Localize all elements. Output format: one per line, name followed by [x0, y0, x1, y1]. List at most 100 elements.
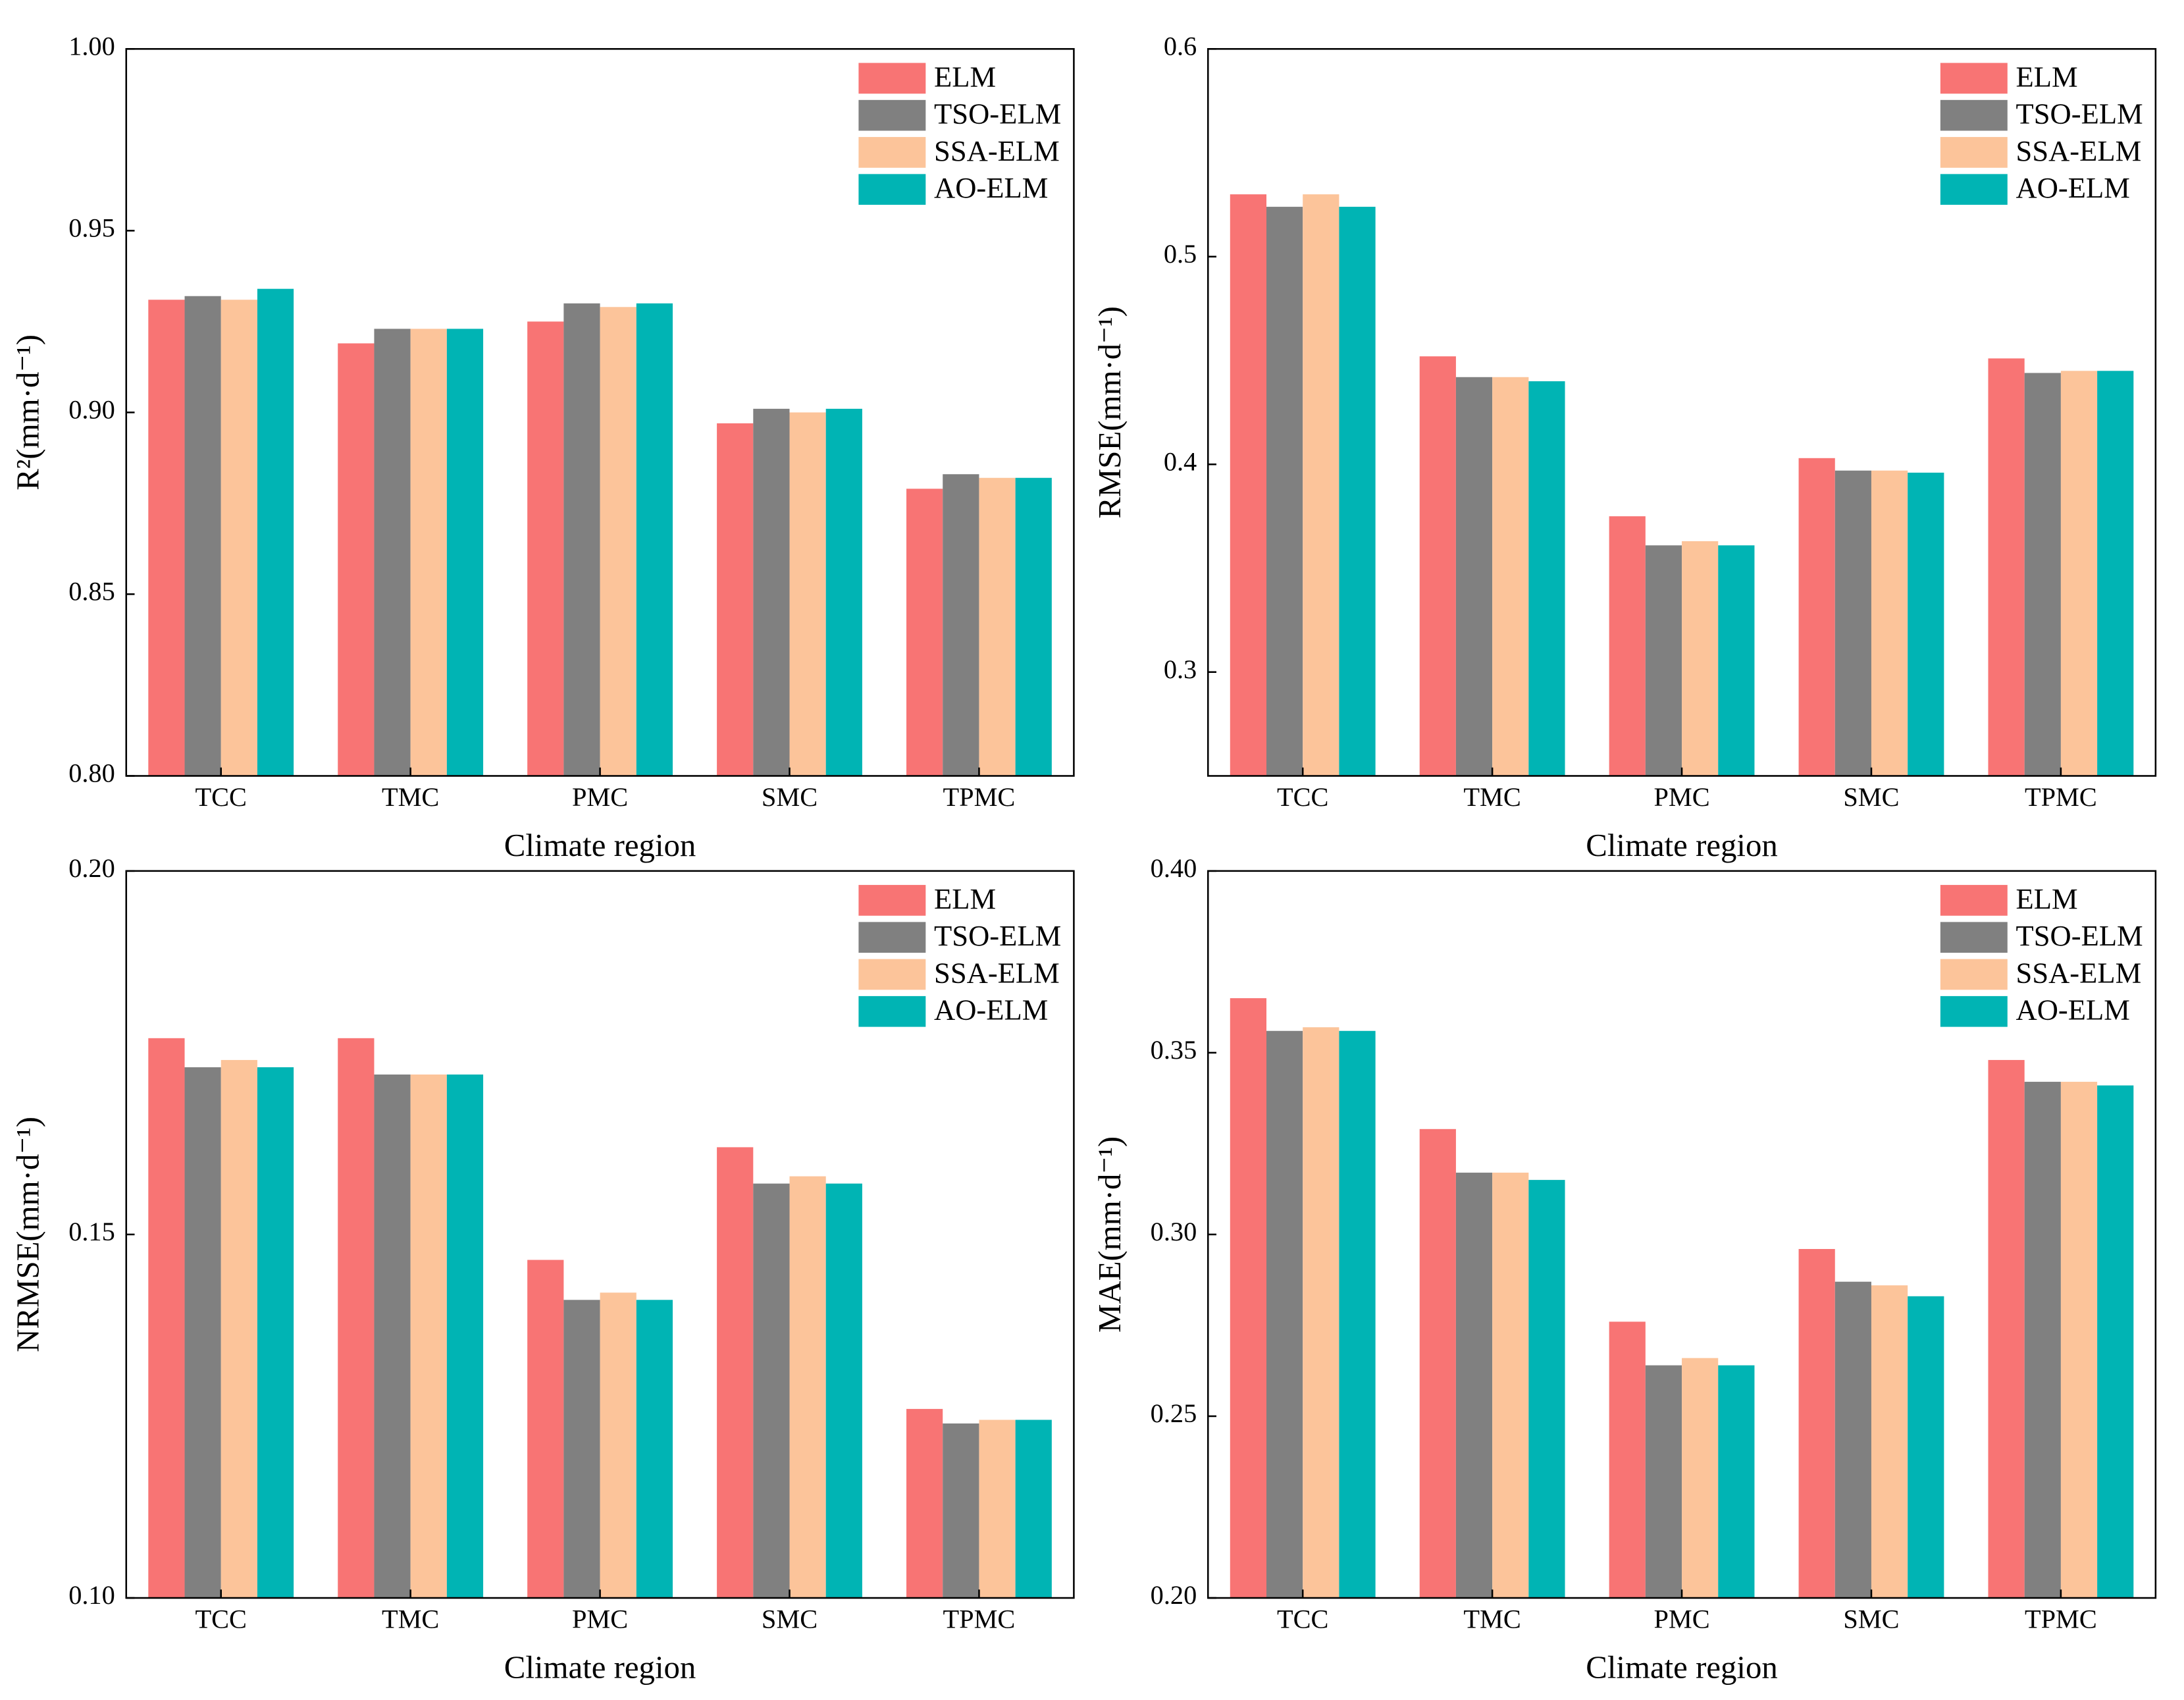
legend-swatch	[1940, 959, 2008, 990]
bar	[1834, 1281, 1871, 1598]
y-tick-label: 0.6	[1164, 32, 1197, 61]
bar	[257, 288, 294, 776]
bar	[148, 1038, 185, 1598]
legend-swatch	[858, 885, 926, 916]
y-tick-label: 0.95	[68, 213, 115, 243]
legend-label: AO-ELM	[2016, 994, 2130, 1026]
legend-label: SSA-ELM	[2016, 956, 2142, 989]
y-tick-label: 0.4	[1164, 447, 1197, 477]
bar	[979, 1420, 1016, 1598]
legend-swatch	[858, 922, 926, 953]
legend-swatch	[1940, 63, 2008, 94]
chart: 0.3 0.4 0.5 0.6 TCC TMC PMC SMC TPMC Climate regi…	[1091, 32, 2157, 863]
legend-label: SSA-ELM	[934, 134, 1060, 167]
y-tick-label: 0.85	[68, 577, 115, 606]
y-tick-label: 1.00	[68, 32, 115, 61]
y-tick-label: 0.35	[1151, 1035, 1197, 1065]
bar	[184, 296, 221, 776]
bar	[410, 1075, 447, 1598]
y-axis-label: NRMSE(mm·d⁻¹)	[10, 1117, 46, 1352]
bar	[717, 1147, 754, 1598]
x-axis-label: Climate region	[504, 827, 696, 863]
bar	[221, 300, 257, 776]
bar	[2024, 373, 2061, 776]
legend-label: TSO-ELM	[2016, 919, 2143, 952]
x-tick-label: SMC	[1843, 782, 1899, 812]
bar	[563, 303, 600, 776]
y-tick-label: 0.90	[68, 395, 115, 425]
chart: 0.20 0.25 0.30 0.35 0.40 TCC TMC PMC SMC TPMC Clim…	[1091, 853, 2157, 1686]
bar	[943, 474, 979, 776]
bar	[446, 1075, 484, 1598]
x-tick-label: TCC	[195, 782, 247, 812]
legend-label: SSA-ELM	[934, 956, 1060, 989]
bar	[1718, 545, 1755, 776]
legend-swatch	[1940, 137, 2008, 168]
bar	[1015, 1420, 1052, 1598]
legend-swatch	[1940, 922, 2008, 953]
y-tick-label: 0.5	[1164, 239, 1197, 269]
x-tick-label: TCC	[1277, 1604, 1328, 1634]
legend-label: AO-ELM	[934, 171, 1048, 204]
x-tick-label: TCC	[195, 1604, 247, 1634]
bar	[446, 329, 484, 776]
legend-label: ELM	[934, 882, 996, 915]
y-tick-label: 0.15	[68, 1217, 115, 1246]
x-tick-label: TMC	[382, 1604, 439, 1634]
x-tick-label: TPMC	[2025, 782, 2097, 812]
legend-label: AO-ELM	[934, 994, 1048, 1026]
legend-swatch	[858, 137, 926, 168]
bar	[1871, 470, 1908, 776]
bar	[717, 423, 754, 776]
legend-swatch	[1940, 996, 2008, 1027]
y-tick-label: 0.40	[1151, 853, 1197, 883]
bar	[2097, 371, 2134, 776]
bar	[1339, 1030, 1376, 1598]
bar	[906, 489, 943, 776]
bar	[1682, 1358, 1719, 1598]
bar	[257, 1067, 294, 1598]
bar	[789, 412, 826, 776]
x-tick-label: SMC	[1843, 1604, 1899, 1634]
bar	[943, 1423, 979, 1598]
bar	[600, 307, 637, 776]
legend-label: TSO-ELM	[934, 919, 1061, 952]
bar	[1609, 1321, 1646, 1598]
bar	[184, 1067, 221, 1598]
bar	[563, 1300, 600, 1598]
x-axis-label: Climate region	[1586, 1649, 1778, 1686]
bar	[1908, 1296, 1944, 1598]
y-tick-label: 0.30	[1151, 1217, 1197, 1246]
bar	[338, 1038, 375, 1598]
bar	[2024, 1082, 2061, 1598]
x-tick-label: PMC	[572, 1604, 628, 1634]
bar	[374, 1075, 411, 1598]
bar	[825, 1183, 862, 1598]
legend-label: TSO-ELM	[2016, 97, 2143, 130]
y-tick-label: 0.10	[68, 1580, 115, 1610]
bar	[1266, 207, 1303, 776]
x-tick-label: TMC	[1463, 782, 1521, 812]
bar	[527, 321, 564, 776]
x-axis-label: Climate region	[504, 1649, 696, 1686]
legend-swatch	[858, 174, 926, 205]
bar	[1718, 1365, 1755, 1598]
bar	[1798, 1249, 1835, 1598]
bar	[600, 1292, 637, 1598]
y-tick-label: 0.3	[1164, 654, 1197, 684]
legend-label: ELM	[934, 60, 996, 93]
y-tick-label: 0.20	[1151, 1580, 1197, 1610]
bar	[1303, 194, 1339, 776]
bar	[1419, 356, 1456, 776]
bar	[1492, 1173, 1529, 1598]
y-axis-label: RMSE(mm·d⁻¹)	[1091, 306, 1128, 519]
y-tick-label: 0.25	[1151, 1398, 1197, 1428]
chart: 0.10 0.15 0.20 TCC TMC PMC SMC TPMC Climate regi…	[10, 853, 1075, 1686]
legend-swatch	[1940, 99, 2008, 131]
bar	[1419, 1129, 1456, 1598]
x-tick-label: PMC	[1653, 782, 1709, 812]
x-tick-label: TMC	[382, 782, 439, 812]
x-tick-label: SMC	[762, 782, 818, 812]
bar	[1230, 194, 1266, 776]
bar	[906, 1408, 943, 1598]
